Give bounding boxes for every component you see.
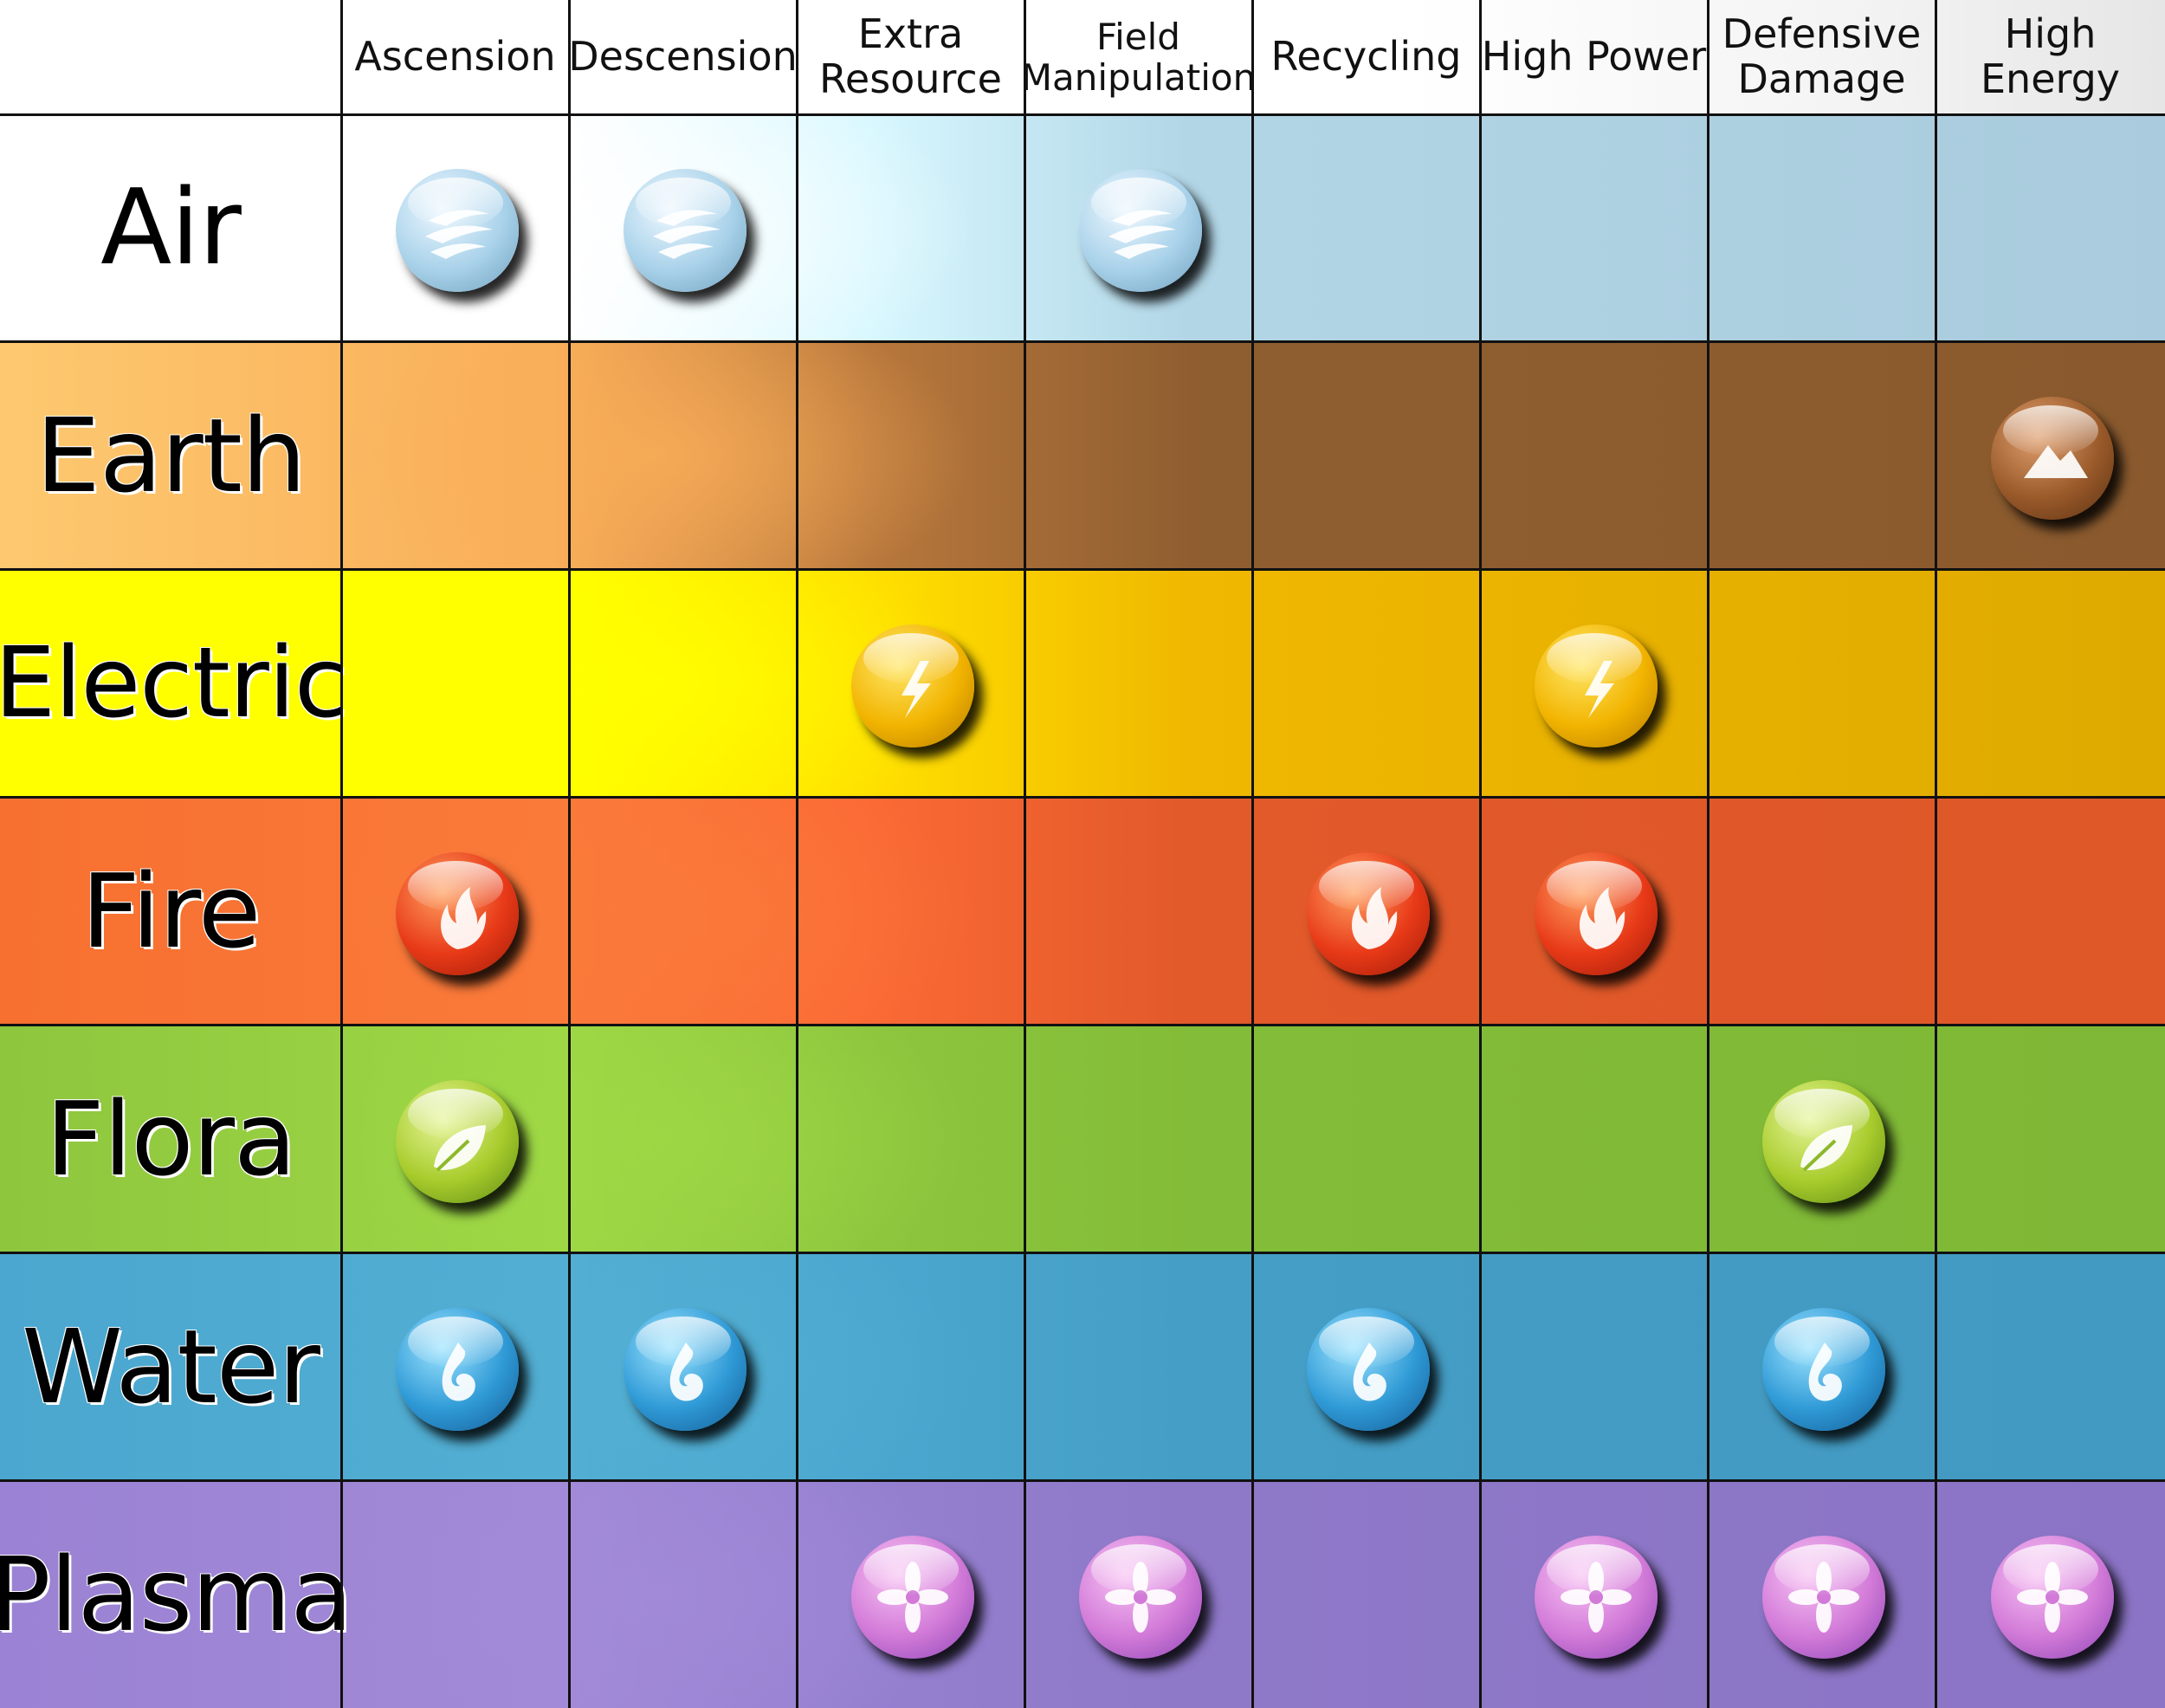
row-label-earth: Earth (36, 395, 306, 515)
grid-line-vertical (1024, 0, 1026, 1708)
column-header-4: Recycling (1252, 0, 1480, 114)
flame-icon (1306, 851, 1430, 975)
grid-line-horizontal (0, 796, 2165, 799)
column-header-7: High Energy (1936, 0, 2165, 114)
grid-line-vertical (796, 0, 798, 1708)
water-drop-icon (1761, 1307, 1885, 1431)
row-label-fire: Fire (81, 851, 262, 971)
plasma-flower-icon (1990, 1535, 2114, 1659)
row-label-plasma: Plasma (0, 1534, 353, 1654)
plasma-flower-icon (1761, 1535, 1885, 1659)
column-header-1: Descension (568, 0, 798, 114)
water-drop-icon (623, 1307, 746, 1431)
column-header-label: Recycling (1270, 33, 1462, 81)
row-label-air: Air (100, 167, 242, 288)
grid-line-horizontal (0, 1479, 2165, 1482)
flame-icon (1534, 851, 1658, 975)
row-band-earth (0, 341, 2165, 569)
lightning-icon (850, 624, 974, 747)
water-drop-icon (1306, 1307, 1430, 1431)
column-header-label: Field Manipulation (1020, 15, 1257, 99)
row-label-water: Water (22, 1306, 320, 1427)
row-label-flora: Flora (45, 1078, 297, 1199)
grid-line-horizontal (0, 568, 2165, 571)
plasma-flower-icon (850, 1535, 974, 1659)
column-header-3: Field Manipulation (1021, 0, 1256, 114)
grid-line-vertical (1935, 0, 1937, 1708)
grid-line-vertical (340, 0, 343, 1708)
column-header-label: Descension (568, 33, 798, 81)
column-header-label: Ascension (354, 33, 556, 81)
grid-line-vertical (1707, 0, 1709, 1708)
row-band-fire (0, 797, 2165, 1025)
plasma-flower-icon (1534, 1535, 1658, 1659)
column-header-label: High Power (1481, 33, 1707, 81)
air-swirl-icon (395, 169, 519, 292)
column-header-label: Defensive Damage (1722, 10, 1922, 102)
column-header-label: High Energy (1980, 10, 2121, 102)
column-header-5: High Power (1480, 0, 1708, 114)
row-label-electric: Electric (0, 626, 348, 740)
column-header-2: Extra Resource (797, 0, 1024, 114)
grid-line-horizontal (0, 1252, 2165, 1254)
grid-line-vertical (1251, 0, 1254, 1708)
air-swirl-icon (623, 169, 746, 292)
lightning-icon (1534, 624, 1658, 747)
column-header-0: Ascension (341, 0, 569, 114)
mountain-icon (1990, 396, 2114, 520)
plasma-flower-icon (1078, 1535, 1202, 1659)
grid-line-vertical (1479, 0, 1482, 1708)
grid-line-horizontal (0, 113, 2165, 116)
column-header-6: Defensive Damage (1708, 0, 1936, 114)
header-band (0, 0, 2165, 114)
grid-line-horizontal (0, 340, 2165, 343)
grid-line-horizontal (0, 1024, 2165, 1026)
leaf-icon (1761, 1079, 1885, 1203)
flame-icon (395, 851, 519, 975)
water-drop-icon (395, 1307, 519, 1431)
grid-line-vertical (568, 0, 571, 1708)
row-band-electric (0, 569, 2165, 797)
air-swirl-icon (1078, 169, 1202, 292)
column-header-label: Extra Resource (819, 10, 1002, 102)
leaf-icon (395, 1079, 519, 1203)
